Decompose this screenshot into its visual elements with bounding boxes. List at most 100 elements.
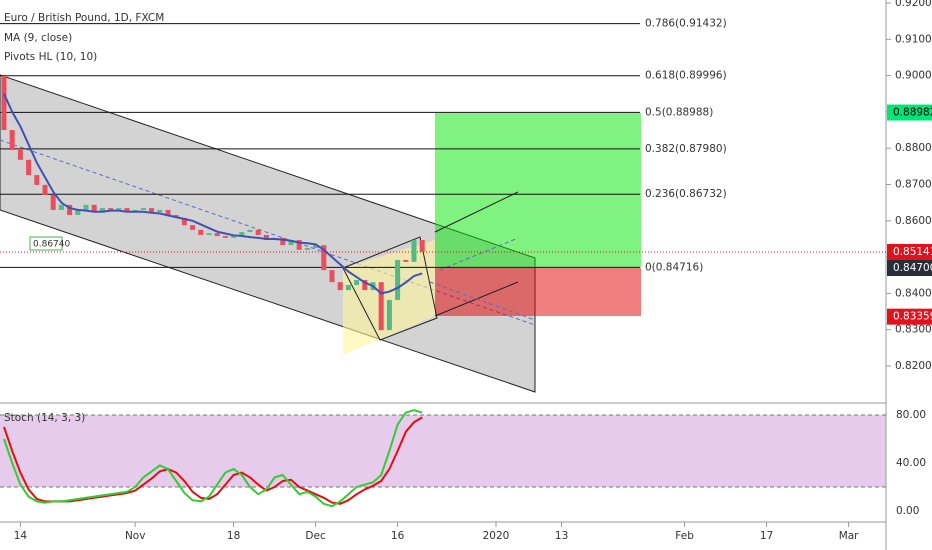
fib-label: 0.236(0.86732) xyxy=(645,188,727,200)
price-marker-label: 0.85141 xyxy=(893,246,932,258)
date-tick-label: Feb xyxy=(675,530,694,542)
date-tick-label: 17 xyxy=(760,530,773,542)
candle xyxy=(288,240,294,246)
candle xyxy=(181,217,187,226)
candle xyxy=(247,229,253,233)
candle xyxy=(124,208,130,213)
candle xyxy=(239,232,245,237)
stoch-band xyxy=(0,415,886,487)
candle xyxy=(108,208,114,210)
candle xyxy=(214,233,220,237)
candle xyxy=(329,270,335,283)
projection-line xyxy=(439,237,519,271)
fib-label: 0.786(0.91432) xyxy=(645,18,727,30)
stoch-tick-label: 80.00 xyxy=(896,409,926,421)
candle xyxy=(222,236,228,238)
candle xyxy=(116,208,122,210)
candle xyxy=(83,204,89,210)
target-line xyxy=(434,191,519,233)
candle xyxy=(304,248,310,250)
price-marker xyxy=(887,104,932,121)
indicator-label: Pivots HL (10, 10) xyxy=(4,51,97,63)
date-tick-label: 16 xyxy=(391,530,405,542)
candle xyxy=(263,234,269,241)
date-tick-label: 18 xyxy=(227,530,240,542)
candle xyxy=(378,282,384,331)
candle xyxy=(26,159,32,176)
date-tick-label: Mar xyxy=(839,530,859,542)
candle xyxy=(313,245,319,249)
flag-lines xyxy=(342,236,438,341)
fib-label: 0(0.84716) xyxy=(645,261,703,273)
indicator-label: MA (9, close) xyxy=(4,32,72,44)
price-marker xyxy=(887,243,932,260)
candle xyxy=(190,225,196,230)
date-tick-label: 2020 xyxy=(483,530,510,542)
candle xyxy=(419,240,425,253)
candle xyxy=(403,260,409,262)
candle xyxy=(50,195,56,210)
stoch-tick-label: 0.00 xyxy=(896,505,919,517)
candle xyxy=(1,75,7,131)
candle xyxy=(58,204,64,210)
candle xyxy=(157,209,163,213)
candle xyxy=(34,175,40,185)
ma-line xyxy=(3,93,423,295)
price-marker xyxy=(887,259,932,276)
fib-label: 0.382(0.87980) xyxy=(645,143,727,155)
candle xyxy=(198,229,204,235)
candle xyxy=(354,279,360,286)
candle xyxy=(231,236,237,238)
candle xyxy=(395,260,401,300)
candle xyxy=(337,282,343,291)
candle xyxy=(386,299,392,331)
date-tick-label: Dec xyxy=(305,530,326,542)
candle xyxy=(149,208,155,213)
candle xyxy=(9,130,15,151)
candle xyxy=(296,240,302,250)
candle xyxy=(75,209,81,215)
candle xyxy=(140,208,146,210)
stoch-tick-label: 40.00 xyxy=(896,457,926,469)
candle xyxy=(17,150,23,160)
candle xyxy=(255,229,261,235)
pivot-label: 0.86740 xyxy=(33,240,70,250)
candle xyxy=(165,209,171,215)
candle xyxy=(321,245,327,271)
candle xyxy=(206,233,212,235)
stoch-title: Stoch (14, 3, 3) xyxy=(4,412,85,424)
candle xyxy=(362,279,368,291)
price-marker xyxy=(887,308,932,325)
candle xyxy=(67,204,73,215)
candle xyxy=(411,240,417,262)
candle xyxy=(345,285,351,291)
loss-zone xyxy=(435,268,641,316)
candle xyxy=(280,237,286,246)
symbol-title: Euro / British Pound, 1D, FXCM xyxy=(4,12,164,24)
candle xyxy=(99,208,105,213)
price-marker-label: 0.83359 xyxy=(893,311,932,323)
candle xyxy=(91,204,97,213)
date-tick-label: Nov xyxy=(125,530,146,542)
price-marker-label: 0.88982 xyxy=(893,107,932,119)
date-tick-label: 14 xyxy=(14,530,28,542)
pivot-box xyxy=(29,236,63,251)
candle xyxy=(42,184,48,196)
profit-zone xyxy=(435,113,641,268)
date-tick-label: 13 xyxy=(555,530,568,542)
stoch-k-line xyxy=(3,409,423,508)
fib-label: 0.618(0.89996) xyxy=(645,70,727,82)
fib-label: 0.5(0.88988) xyxy=(645,106,713,118)
